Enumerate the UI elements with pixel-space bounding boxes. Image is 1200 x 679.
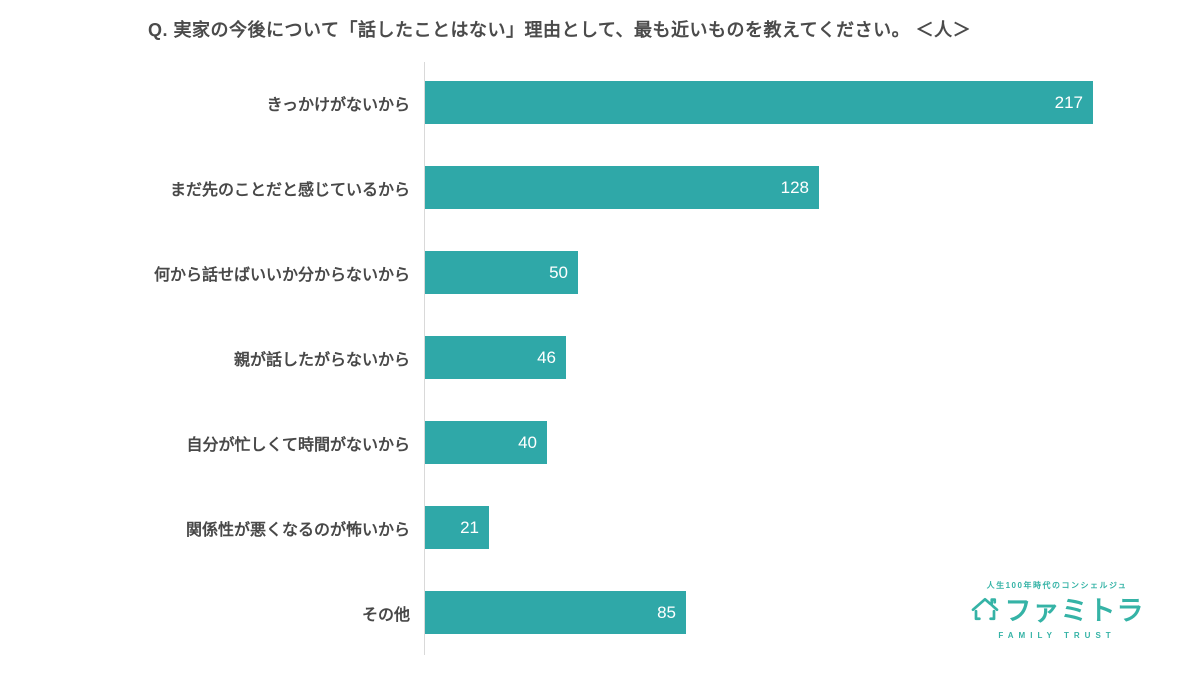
bar-track: 21 xyxy=(424,506,1200,549)
value-label: 128 xyxy=(780,177,809,197)
bar: 21 xyxy=(424,506,489,549)
bar: 46 xyxy=(424,336,566,379)
bar-track: 217 xyxy=(424,81,1200,124)
bar-row: きっかけがないから 217 xyxy=(0,60,1200,145)
bar-track: 46 xyxy=(424,336,1200,379)
bar-track: 85 xyxy=(424,591,1200,634)
bar-row: 関係性が悪くなるのが怖いから 21 xyxy=(0,485,1200,570)
category-label: 関係性が悪くなるのが怖いから xyxy=(185,521,410,539)
value-label: 40 xyxy=(518,432,537,452)
bar: 50 xyxy=(424,251,578,294)
bar-track: 128 xyxy=(424,166,1200,209)
category-label: その他 xyxy=(361,606,410,624)
bar: 217 xyxy=(424,81,1093,124)
value-label: 85 xyxy=(657,602,676,622)
value-label: 217 xyxy=(1054,92,1083,112)
logo-tagline: 人生100年時代のコンシェルジュ xyxy=(986,581,1128,590)
bar-row: まだ先のことだと感じているから 128 xyxy=(0,145,1200,230)
bar-row: 自分が忙しくて時間がないから 40 xyxy=(0,400,1200,485)
bar-row: 何から話せばいいか分からないから 50 xyxy=(0,230,1200,315)
category-label: 自分が忙しくて時間がないから xyxy=(186,436,410,454)
logo-subtitle: FAMILY TRUST xyxy=(998,631,1116,640)
bar-rows: きっかけがないから 217 まだ先のことだと感じているから 128 何から話せばいいか分… xyxy=(0,60,1200,655)
bar-row: その他 85 xyxy=(0,570,1200,655)
value-label: 50 xyxy=(549,262,568,282)
category-label: 何から話せばいいか分からないから xyxy=(153,266,410,284)
bar-track: 50 xyxy=(424,251,1200,294)
bar-chart: きっかけがないから 217 まだ先のことだと感じているから 128 何から話せばいいか分… xyxy=(0,60,1200,656)
famitora-logo: 人生100年時代のコンシェルジュ ファミトラ FAMILY TRUST xyxy=(970,581,1145,640)
value-label: 46 xyxy=(537,347,556,367)
bar: 128 xyxy=(424,166,819,209)
bar-track: 40 xyxy=(424,421,1200,464)
y-axis-line xyxy=(424,62,425,655)
logo-wordmark: ファミトラ xyxy=(1004,595,1145,626)
category-label: きっかけがないから xyxy=(266,96,410,114)
chart-title: Q. 実家の今後について「話したことはない」理由として、最も近いものを教えてくだ… xyxy=(148,20,972,40)
bar: 85 xyxy=(424,591,686,634)
bar: 40 xyxy=(424,421,547,464)
value-label: 21 xyxy=(460,517,479,537)
house-icon xyxy=(970,595,1000,627)
category-label: 親が話したがらないから xyxy=(233,351,410,369)
bar-row: 親が話したがらないから 46 xyxy=(0,315,1200,400)
category-label: まだ先のことだと感じているから xyxy=(169,181,410,199)
